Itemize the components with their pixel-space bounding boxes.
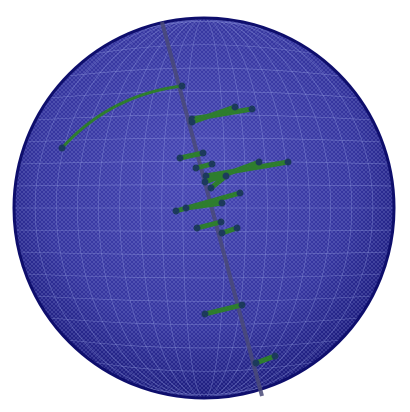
arc-endpoint-node[interactable]: [58, 144, 66, 152]
mesh-longitude-line: [77, 18, 331, 398]
segment-node[interactable]: [218, 199, 226, 207]
segment-node[interactable]: [201, 178, 209, 186]
segment-node[interactable]: [199, 149, 207, 157]
segment-node[interactable]: [207, 184, 215, 192]
arc-endpoint-node[interactable]: [178, 82, 186, 90]
segment-node[interactable]: [208, 160, 216, 168]
segment-node[interactable]: [271, 352, 279, 360]
segment-node[interactable]: [238, 301, 246, 309]
segment-node[interactable]: [284, 158, 292, 166]
segment-node[interactable]: [188, 118, 196, 126]
mesh-longitude-line: [119, 18, 289, 398]
rod-segment[interactable]: [202, 159, 262, 185]
mesh-latitude-line: [49, 317, 359, 325]
mesh-latitude-line: [92, 44, 316, 55]
segment-node[interactable]: [192, 164, 200, 172]
mesh-longitude-line: [34, 18, 374, 398]
segment-node[interactable]: [233, 224, 241, 232]
rotation-axis: [160, 21, 264, 397]
mesh-longitude-line: [98, 18, 310, 398]
segment-node[interactable]: [231, 103, 239, 111]
segment-node[interactable]: [193, 224, 201, 232]
segment-node[interactable]: [248, 105, 256, 113]
rod-segment[interactable]: [189, 104, 238, 125]
segment-node[interactable]: [202, 172, 210, 180]
mesh-longitude-line: [161, 18, 247, 398]
rod-segment[interactable]: [177, 150, 206, 161]
arc-segment[interactable]: [60, 84, 183, 150]
mesh-latitude-line: [25, 273, 383, 279]
mesh-latitude-line: [19, 161, 389, 165]
segment-node[interactable]: [252, 359, 260, 367]
mesh-longitude-line: [140, 18, 268, 398]
segment-node[interactable]: [201, 310, 209, 318]
mesh-longitude-line: [55, 18, 353, 398]
mesh-latitude-line: [67, 339, 341, 349]
sphere-outline: [12, 16, 396, 400]
mesh-latitude-line: [132, 21, 276, 33]
segments-group: [172, 103, 292, 367]
mesh-latitude-line: [67, 67, 341, 77]
mesh-latitude-line: [35, 295, 373, 302]
mesh-latitude-line: [49, 91, 359, 99]
segment-node[interactable]: [222, 172, 230, 180]
mesh-latitude-line: [19, 251, 389, 255]
mesh-latitude-line: [15, 229, 393, 232]
segment-node[interactable]: [255, 158, 263, 166]
segment-node[interactable]: [218, 229, 226, 237]
segment-node[interactable]: [172, 207, 180, 215]
mesh-latitude-line: [25, 137, 383, 143]
segment-node[interactable]: [176, 154, 184, 162]
rod-segment[interactable]: [202, 302, 245, 317]
rod-segment[interactable]: [183, 200, 225, 211]
segment-node[interactable]: [217, 218, 225, 226]
segment-node[interactable]: [236, 189, 244, 197]
mesh-latitude-line: [92, 361, 316, 372]
rod-segment[interactable]: [194, 219, 224, 231]
segment-node[interactable]: [182, 204, 190, 212]
